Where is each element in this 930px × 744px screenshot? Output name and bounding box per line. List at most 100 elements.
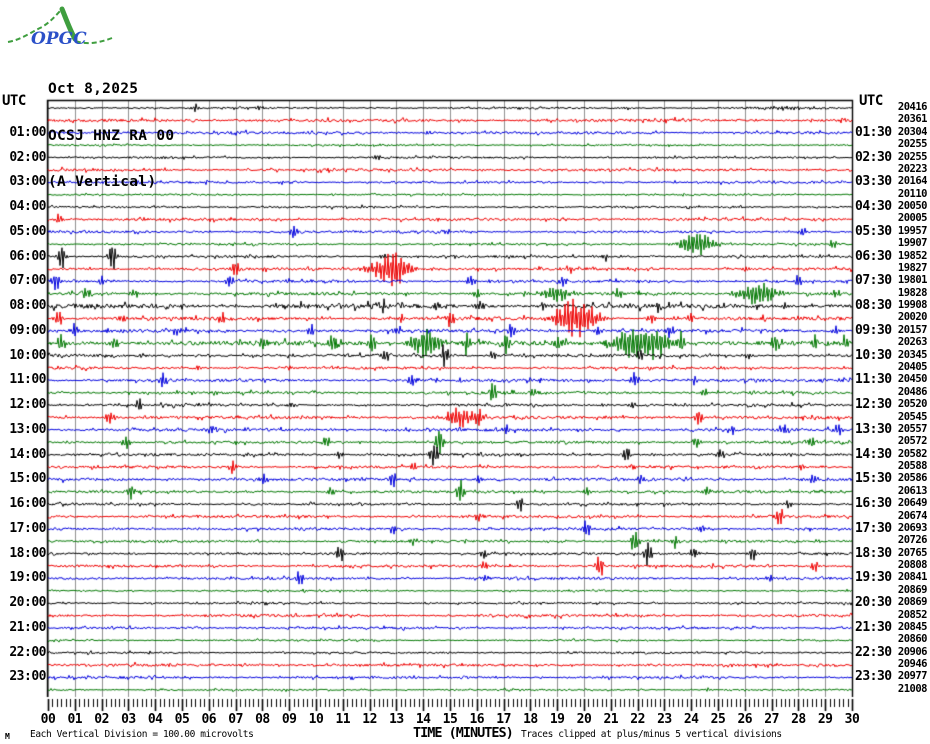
trace-count-value: 20572 bbox=[897, 435, 928, 447]
x-tick-label: 02 bbox=[94, 712, 109, 727]
hour-label-right: 07:30 bbox=[855, 273, 892, 288]
hour-label-right: 13:30 bbox=[855, 422, 892, 437]
left-axis-title: UTC bbox=[2, 93, 26, 109]
hour-label-left: 18:00 bbox=[9, 546, 46, 561]
hour-label-left: 07:00 bbox=[9, 273, 46, 288]
hour-label-right: 18:30 bbox=[855, 546, 892, 561]
trace-count-value: 20613 bbox=[897, 485, 928, 497]
hour-label-right: 10:30 bbox=[855, 348, 892, 363]
trace-count-value: 20582 bbox=[897, 448, 928, 460]
trace-count-value: 21008 bbox=[897, 683, 928, 695]
trace-count-value: 20726 bbox=[897, 534, 928, 546]
trace-count-value: 20304 bbox=[897, 126, 928, 138]
trace-count-value: 20977 bbox=[897, 670, 928, 682]
logo-volcano-tail-icon bbox=[75, 37, 113, 45]
x-tick-label: 09 bbox=[281, 712, 297, 727]
x-tick-label: 10 bbox=[308, 712, 324, 727]
hour-label-left: 04:00 bbox=[9, 199, 46, 214]
hour-label-left: 02:00 bbox=[9, 150, 46, 165]
hour-label-right: 06:30 bbox=[855, 249, 892, 264]
header-component: (A Vertical) bbox=[48, 174, 157, 190]
hour-label-right: 19:30 bbox=[855, 570, 892, 585]
trace-count-value: 19852 bbox=[897, 250, 928, 262]
x-tick-label: 12 bbox=[362, 712, 377, 727]
trace-count-value: 20157 bbox=[897, 324, 928, 336]
footer-marker: M bbox=[5, 732, 10, 741]
trace-count-value: 20110 bbox=[897, 188, 928, 200]
trace-count-value: 20852 bbox=[897, 609, 928, 621]
hour-label-left: 13:00 bbox=[9, 422, 46, 437]
x-tick-label: 20 bbox=[576, 712, 592, 727]
hour-label-left: 15:00 bbox=[9, 471, 46, 486]
x-tick-label: 30 bbox=[844, 712, 860, 727]
opgc-logo: OPGC bbox=[7, 6, 113, 48]
hour-label-right: 03:30 bbox=[855, 174, 892, 189]
x-tick-label: 19 bbox=[549, 712, 565, 727]
hour-label-right: 23:30 bbox=[855, 669, 892, 684]
x-axis-title: TIME (MINUTES) bbox=[413, 725, 514, 741]
x-tick-label: 08 bbox=[255, 712, 270, 727]
x-tick-label: 06 bbox=[201, 712, 217, 727]
hour-label-left: 19:00 bbox=[9, 570, 46, 585]
hour-label-right: 20:30 bbox=[855, 595, 892, 610]
x-tick-label: 29 bbox=[817, 712, 833, 727]
trace-count-value: 20674 bbox=[897, 510, 928, 522]
trace-count-value: 19827 bbox=[897, 262, 928, 274]
hour-label-left: 11:00 bbox=[9, 372, 46, 387]
trace-count-value: 20869 bbox=[897, 596, 928, 608]
x-tick-label: 05 bbox=[174, 712, 190, 727]
trace-count-value: 20588 bbox=[897, 460, 928, 472]
hour-label-right: 17:30 bbox=[855, 521, 892, 536]
logo-volcano-curve-icon bbox=[7, 8, 63, 43]
hour-label-left: 20:00 bbox=[9, 595, 46, 610]
trace-count-value: 20405 bbox=[897, 361, 928, 373]
hour-label-right: 01:30 bbox=[855, 125, 892, 140]
trace-count-value: 20765 bbox=[897, 547, 928, 559]
x-tick-label: 17 bbox=[496, 712, 511, 727]
x-tick-label: 24 bbox=[683, 712, 699, 727]
hour-label-right: 15:30 bbox=[855, 471, 892, 486]
hour-label-left: 08:00 bbox=[9, 298, 46, 313]
hour-label-left: 06:00 bbox=[9, 249, 46, 264]
trace-count-value: 19828 bbox=[897, 287, 928, 299]
trace-count-value: 20255 bbox=[897, 151, 928, 163]
trace-count-value: 20946 bbox=[897, 658, 928, 670]
trace-count-value: 20808 bbox=[897, 559, 928, 571]
x-tick-label: 26 bbox=[737, 712, 753, 727]
hour-label-right: 22:30 bbox=[855, 645, 892, 660]
trace-count-value: 20164 bbox=[897, 175, 928, 187]
trace-count-value: 19908 bbox=[897, 299, 928, 311]
trace-count-value: 20520 bbox=[897, 398, 928, 410]
trace-count-value: 20586 bbox=[897, 472, 928, 484]
x-tick-label: 07 bbox=[228, 712, 243, 727]
trace-count-value: 20557 bbox=[897, 423, 928, 435]
x-tick-label: 16 bbox=[469, 712, 485, 727]
x-tick-label: 01 bbox=[67, 712, 83, 727]
x-tick-label: 14 bbox=[415, 712, 431, 727]
trace-count-value: 20906 bbox=[897, 646, 928, 658]
trace-count-value: 20050 bbox=[897, 200, 928, 212]
hour-label-left: 21:00 bbox=[9, 620, 46, 635]
trace-count-value: 20450 bbox=[897, 373, 928, 385]
x-tick-label: 00 bbox=[40, 712, 56, 727]
footer-scale-note: Each Vertical Division = 100.00 microvol… bbox=[30, 729, 254, 740]
right-axis-title: UTC bbox=[859, 93, 883, 109]
trace-count-value: 19957 bbox=[897, 225, 928, 237]
hour-label-right: 16:30 bbox=[855, 496, 892, 511]
trace-count-value: 20005 bbox=[897, 212, 928, 224]
trace-count-value: 19801 bbox=[897, 274, 928, 286]
trace-count-value: 20693 bbox=[897, 522, 928, 534]
hour-label-left: 16:00 bbox=[9, 496, 46, 511]
trace-count-value: 20841 bbox=[897, 571, 928, 583]
trace-count-value: 19907 bbox=[897, 237, 928, 249]
hour-label-left: 17:00 bbox=[9, 521, 46, 536]
hour-label-left: 03:00 bbox=[9, 174, 46, 189]
x-tick-label: 27 bbox=[764, 712, 779, 727]
hour-label-right: 11:30 bbox=[855, 372, 892, 387]
trace-count-value: 20649 bbox=[897, 497, 928, 509]
x-tick-label: 25 bbox=[710, 712, 726, 727]
x-tick-label: 04 bbox=[147, 712, 163, 727]
trace-count-value: 20263 bbox=[897, 336, 928, 348]
trace-count-value: 20860 bbox=[897, 633, 928, 645]
x-tick-label: 13 bbox=[389, 712, 404, 727]
